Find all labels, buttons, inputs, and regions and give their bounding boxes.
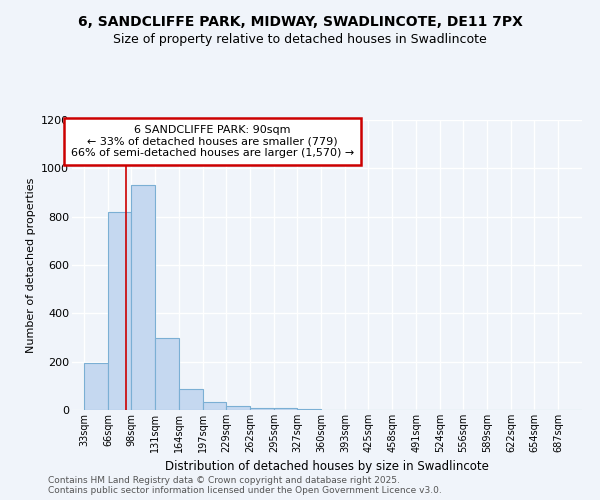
Bar <box>131 185 155 410</box>
X-axis label: Distribution of detached houses by size in Swadlincote: Distribution of detached houses by size … <box>165 460 489 473</box>
Bar <box>203 402 226 410</box>
Text: Size of property relative to detached houses in Swadlincote: Size of property relative to detached ho… <box>113 32 487 46</box>
Bar <box>250 408 274 410</box>
Text: 6, SANDCLIFFE PARK, MIDWAY, SWADLINCOTE, DE11 7PX: 6, SANDCLIFFE PARK, MIDWAY, SWADLINCOTE,… <box>77 15 523 29</box>
Bar <box>155 338 179 410</box>
Bar <box>179 388 203 410</box>
Bar <box>85 362 108 410</box>
Bar <box>297 409 321 410</box>
Text: Contains HM Land Registry data © Crown copyright and database right 2025.: Contains HM Land Registry data © Crown c… <box>48 476 400 485</box>
Bar <box>274 408 297 410</box>
Text: 6 SANDCLIFFE PARK: 90sqm
← 33% of detached houses are smaller (779)
66% of semi-: 6 SANDCLIFFE PARK: 90sqm ← 33% of detach… <box>71 125 354 158</box>
Y-axis label: Number of detached properties: Number of detached properties <box>26 178 35 352</box>
Bar <box>108 212 131 410</box>
Bar <box>226 406 250 410</box>
Text: Contains public sector information licensed under the Open Government Licence v3: Contains public sector information licen… <box>48 486 442 495</box>
